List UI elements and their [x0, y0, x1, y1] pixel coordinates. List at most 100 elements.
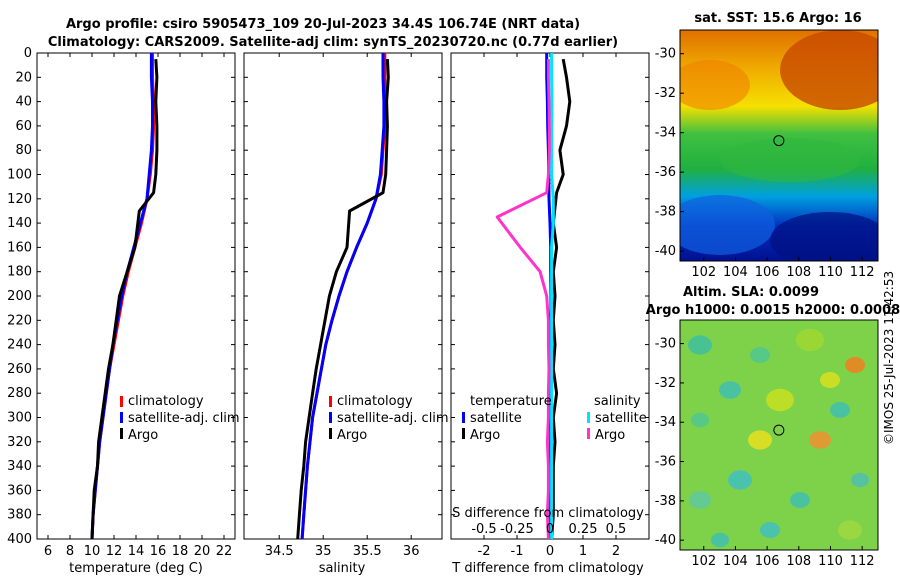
x-tick-label: 10 — [84, 544, 101, 559]
y-tick-label: 280 — [7, 386, 32, 401]
map-y-tick-label: -32 — [655, 86, 676, 101]
salinity-xlabel: salinity — [319, 561, 366, 576]
legend-swatch-argo — [120, 428, 123, 439]
map-y-tick-label: -38 — [655, 205, 676, 220]
y-tick-label: 140 — [7, 216, 32, 231]
sla-patch — [809, 431, 831, 449]
legend-swatch-climatology — [120, 396, 123, 407]
x-top-tick-label: 0.5 — [606, 522, 627, 537]
legend-temp-satellite: satellite — [470, 411, 522, 426]
argo-position-marker — [773, 135, 785, 147]
sla-map-title: Altim. SLA: 0.0099 — [683, 285, 819, 300]
x-top-tick-label: 0 — [546, 522, 554, 537]
x-tick-label: 36 — [403, 544, 420, 559]
x-tick-label: -1 — [511, 544, 524, 559]
y-tick-label: 160 — [7, 240, 32, 255]
difference-axis-ticks: -2 -1 0 1 2 — [478, 53, 620, 559]
map-y-tick-label: -38 — [655, 494, 676, 509]
sla-map-frame — [679, 319, 879, 551]
sst-mid-patch — [720, 138, 860, 182]
legend-swatch-satellite — [329, 412, 332, 423]
legend-argo: Argo — [337, 428, 367, 443]
y-tick-label: 20 — [15, 70, 32, 85]
sla-map-subtitle: Argo h1000: 0.0015 h2000: 0.0008 — [646, 303, 900, 318]
x-tick-label: 14 — [128, 544, 145, 559]
x-tick-label: 20 — [194, 544, 211, 559]
difference-xlabel: T difference from climatology — [451, 561, 644, 576]
map-y-tick-label: -30 — [655, 47, 676, 62]
sla-patch — [689, 491, 711, 509]
y-tick-label: 200 — [7, 289, 32, 304]
map-y-tick-label: -32 — [655, 376, 676, 391]
legend-sal-satellite: satellite — [595, 411, 647, 426]
legend-salinity-title: salinity — [594, 394, 641, 409]
x-top-tick-label: 0.25 — [569, 522, 598, 537]
x-top-tick-label: -0.5 — [471, 522, 496, 537]
sst-map-ticks: 102 104 106 108 110 112 -30 -32 -34 -36 -38 -40 — [655, 47, 875, 280]
salinity-series — [296, 53, 390, 540]
difference-legend: temperature satellite Argo salinity sate… — [462, 394, 647, 443]
y-tick-label: 400 — [7, 532, 32, 547]
series-argo — [296, 59, 390, 540]
sla-patch — [688, 335, 712, 355]
map-x-tick-label: 110 — [818, 554, 843, 569]
sla-patch — [760, 522, 780, 538]
sla-anomaly-patches — [688, 328, 869, 548]
sst-cool-patch — [770, 212, 878, 261]
sla-patch — [796, 328, 824, 352]
sla-patch — [748, 430, 772, 450]
map-x-tick-label: 112 — [850, 554, 875, 569]
y-tick-label: 40 — [15, 95, 32, 110]
sla-patch — [750, 347, 770, 363]
y-tick-label: 60 — [15, 119, 32, 134]
sst-cool-patch — [680, 195, 775, 255]
map-x-tick-label: 110 — [818, 265, 843, 280]
y-tick-label: 220 — [7, 313, 32, 328]
legend-swatch-sal-argo — [587, 428, 590, 439]
y-tick-label: 80 — [15, 143, 32, 158]
sla-patch — [820, 372, 840, 388]
title-line-1: Argo profile: csiro 5905473_109 20-Jul-2… — [66, 17, 580, 32]
salinity-depth-ticks — [244, 52, 442, 540]
sla-patch — [790, 492, 810, 508]
y-tick-label: 120 — [7, 192, 32, 207]
x-tick-label: 12 — [106, 544, 123, 559]
map-x-tick-label: 104 — [723, 265, 748, 280]
legend-swatch-temp-satellite — [462, 412, 465, 423]
map-y-tick-label: -40 — [655, 244, 676, 259]
x-tick-label: 35.5 — [353, 544, 382, 559]
y-tick-label: 240 — [7, 338, 32, 353]
legend-satellite: satellite-adj. clim — [337, 411, 449, 426]
legend-climatology: climatology — [128, 394, 204, 409]
sla-patch — [711, 532, 729, 548]
map-x-tick-label: 102 — [691, 265, 716, 280]
map-y-tick-label: -36 — [655, 165, 676, 180]
map-x-tick-label: 108 — [786, 265, 811, 280]
series-satellite-adj-clim — [300, 53, 386, 540]
title-line-2: Climatology: CARS2009. Satellite-adj cli… — [48, 35, 618, 50]
y-tick-label: 0 — [24, 46, 32, 61]
sst-map-frame — [679, 29, 879, 262]
sla-map-panel: Altim. SLA: 0.0099 Argo h1000: 0.0015 h2… — [646, 285, 900, 569]
x-tick-label: 6 — [44, 544, 52, 559]
map-y-tick-label: -36 — [655, 455, 676, 470]
sla-patch — [830, 402, 850, 418]
map-y-tick-label: -40 — [655, 533, 676, 548]
sla-patch — [838, 520, 862, 540]
temperature-axes — [36, 52, 236, 540]
map-x-tick-label: 104 — [723, 554, 748, 569]
legend-sal-argo: Argo — [595, 428, 625, 443]
sst-warm-patch — [780, 30, 878, 110]
difference-series — [495, 53, 572, 540]
y-tick-label: 340 — [7, 459, 32, 474]
map-x-tick-label: 106 — [755, 554, 780, 569]
y-tick-label: 320 — [7, 435, 32, 450]
temperature-axis-ticks: 6 8 10 12 14 16 18 20 22 — [44, 53, 232, 559]
y-tick-label: 180 — [7, 265, 32, 280]
x-tick-label: 1 — [579, 544, 587, 559]
legend-swatch-satellite — [120, 412, 123, 423]
legend-swatch-temp-argo — [462, 428, 465, 439]
temperature-xlabel: temperature (deg C) — [69, 561, 203, 576]
legend-climatology: climatology — [337, 394, 413, 409]
series-argo — [90, 59, 159, 540]
